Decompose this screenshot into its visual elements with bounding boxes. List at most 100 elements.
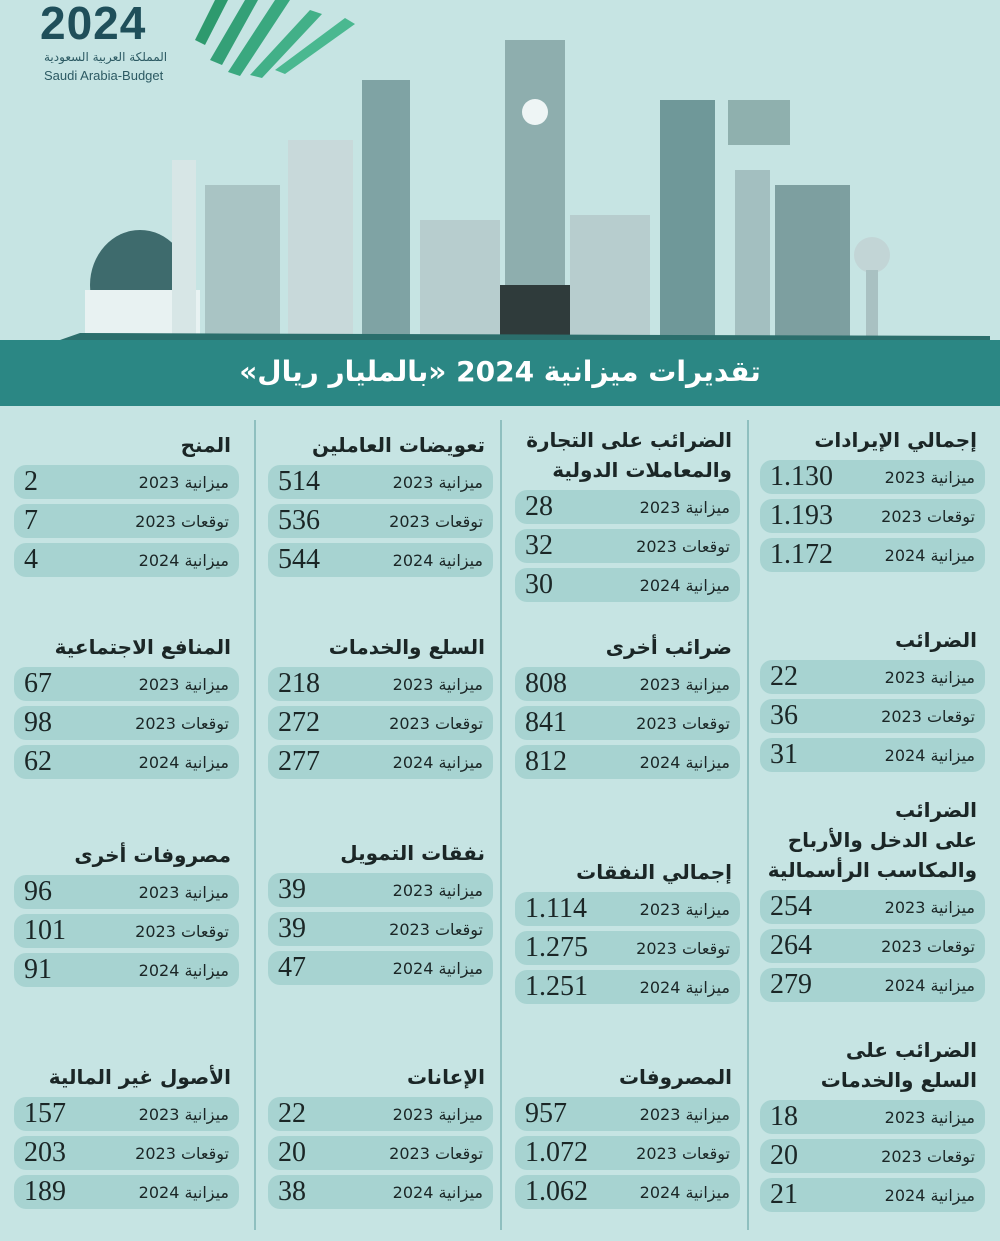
buildings <box>85 40 890 340</box>
row-value: 28 <box>525 491 553 522</box>
city-skyline-illustration <box>60 0 990 340</box>
budget-section: السلع والخدمات ميزانية 2023 218 توقعات 2023… <box>268 632 493 779</box>
value-row: توقعات 2023 1.193 <box>760 499 985 533</box>
section-title: المنح <box>180 433 231 457</box>
value-row: ميزانية 2024 47 <box>268 951 493 985</box>
row-value: 1.193 <box>770 500 833 531</box>
value-row: ميزانية 2024 38 <box>268 1175 493 1209</box>
value-row: ميزانية 2024 812 <box>515 745 740 779</box>
budget-section: المنافع الاجتماعية ميزانية 2023 67 توقعات 2… <box>14 632 239 779</box>
section-title: ضرائب أخرى <box>605 635 732 659</box>
page-title: تقديرات ميزانية 2024 «بالمليار ريال» <box>239 355 761 388</box>
value-row: ميزانية 2024 544 <box>268 543 493 577</box>
row-value: 203 <box>24 1137 66 1168</box>
value-row: ميزانية 2024 279 <box>760 968 985 1002</box>
section-title: السلع والخدمات <box>328 635 485 659</box>
row-value: 1.251 <box>525 971 588 1002</box>
row-label: ميزانية 2023 <box>392 880 483 900</box>
value-row: توقعات 2023 39 <box>268 912 493 946</box>
row-label: ميزانية 2023 <box>392 472 483 492</box>
column-divider <box>254 420 256 1230</box>
row-label: توقعات 2023 <box>636 938 730 958</box>
row-value: 22 <box>770 661 798 692</box>
section-title: إجمالي الإيرادات <box>814 428 977 452</box>
row-value: 32 <box>525 530 553 561</box>
row-value: 841 <box>525 707 567 738</box>
row-value: 101 <box>24 915 66 946</box>
row-label: توقعات 2023 <box>389 919 483 939</box>
row-label: ميزانية 2024 <box>884 745 975 765</box>
value-row: ميزانية 2023 254 <box>760 890 985 924</box>
row-value: 4 <box>24 544 38 575</box>
logo-arabic-text: المملكة العربية السعودية <box>44 50 168 64</box>
row-label: توقعات 2023 <box>389 511 483 531</box>
value-row: توقعات 2023 841 <box>515 706 740 740</box>
value-row: ميزانية 2024 189 <box>14 1175 239 1209</box>
row-value: 277 <box>278 746 320 777</box>
section-title: مصروفات أخرى <box>74 843 231 867</box>
row-value: 7 <box>24 505 38 536</box>
value-row: ميزانية 2023 67 <box>14 667 239 701</box>
row-label: ميزانية 2024 <box>138 960 229 980</box>
value-row: ميزانية 2023 218 <box>268 667 493 701</box>
value-row: ميزانية 2024 1.251 <box>515 970 740 1004</box>
budget-section: مصروفات أخرى ميزانية 2023 96 توقعات 2023 101… <box>14 840 239 987</box>
column-divider <box>747 420 749 1230</box>
value-row: ميزانية 2024 30 <box>515 568 740 602</box>
budget-logo: 2024 المملكة العربية السعودية Saudi Arab… <box>40 0 200 90</box>
section-title: الأصول غير المالية <box>48 1065 231 1089</box>
row-value: 67 <box>24 668 52 699</box>
row-value: 47 <box>278 952 306 983</box>
row-label: ميزانية 2023 <box>138 882 229 902</box>
row-value: 62 <box>24 746 52 777</box>
row-label: توقعات 2023 <box>881 506 975 526</box>
value-row: توقعات 2023 7 <box>14 504 239 538</box>
row-label: ميزانية 2024 <box>138 1182 229 1202</box>
row-value: 18 <box>770 1101 798 1132</box>
row-label: ميزانية 2024 <box>392 1182 483 1202</box>
value-row: ميزانية 2023 1.114 <box>515 892 740 926</box>
row-value: 264 <box>770 930 812 961</box>
row-label: ميزانية 2024 <box>639 977 730 997</box>
row-label: توقعات 2023 <box>881 936 975 956</box>
row-label: ميزانية 2023 <box>884 1107 975 1127</box>
value-row: ميزانية 2023 1.130 <box>760 460 985 494</box>
value-row: ميزانية 2023 39 <box>268 873 493 907</box>
row-label: توقعات 2023 <box>881 1146 975 1166</box>
row-value: 1.072 <box>525 1137 588 1168</box>
row-label: ميزانية 2023 <box>884 467 975 487</box>
row-label: ميزانية 2023 <box>392 674 483 694</box>
row-label: ميزانية 2023 <box>392 1104 483 1124</box>
row-label: ميزانية 2024 <box>884 1185 975 1205</box>
value-row: توقعات 2023 1.275 <box>515 931 740 965</box>
row-value: 279 <box>770 969 812 1000</box>
row-value: 1.114 <box>525 893 587 924</box>
row-label: ميزانية 2023 <box>138 1104 229 1124</box>
budget-section: إجمالي الإيرادات ميزانية 2023 1.130 توقعات … <box>760 425 985 572</box>
section-title: إجمالي النفقات <box>576 860 732 884</box>
row-label: ميزانية 2023 <box>639 1104 730 1124</box>
budget-section: المصروفات ميزانية 2023 957 توقعات 2023 1.072… <box>515 1062 740 1209</box>
row-label: ميزانية 2023 <box>138 674 229 694</box>
budget-section: الضرائب ميزانية 2023 22 توقعات 2023 36 ميزاني… <box>760 625 985 772</box>
value-row: ميزانية 2024 1.172 <box>760 538 985 572</box>
row-label: ميزانية 2023 <box>884 667 975 687</box>
row-label: توقعات 2023 <box>389 1143 483 1163</box>
budget-section: الضرائب على الدخل والأرباح والمكاسب الرأ… <box>760 795 985 1002</box>
row-label: توقعات 2023 <box>636 1143 730 1163</box>
budget-section: الأصول غير المالية ميزانية 2023 157 توقعات … <box>14 1062 239 1209</box>
section-title: تعويضات العاملين <box>312 433 485 457</box>
value-row: ميزانية 2023 96 <box>14 875 239 909</box>
title-band <box>0 340 1000 406</box>
value-row: ميزانية 2023 957 <box>515 1097 740 1131</box>
section-title: الضرائب <box>894 628 977 652</box>
value-row: ميزانية 2024 62 <box>14 745 239 779</box>
value-row: ميزانية 2024 31 <box>760 738 985 772</box>
row-label: ميزانية 2024 <box>392 958 483 978</box>
row-label: ميزانية 2024 <box>884 545 975 565</box>
row-label: توقعات 2023 <box>135 713 229 733</box>
row-label: توقعات 2023 <box>636 536 730 556</box>
value-row: ميزانية 2023 22 <box>760 660 985 694</box>
stripes-decoration <box>195 0 355 78</box>
value-row: توقعات 2023 272 <box>268 706 493 740</box>
